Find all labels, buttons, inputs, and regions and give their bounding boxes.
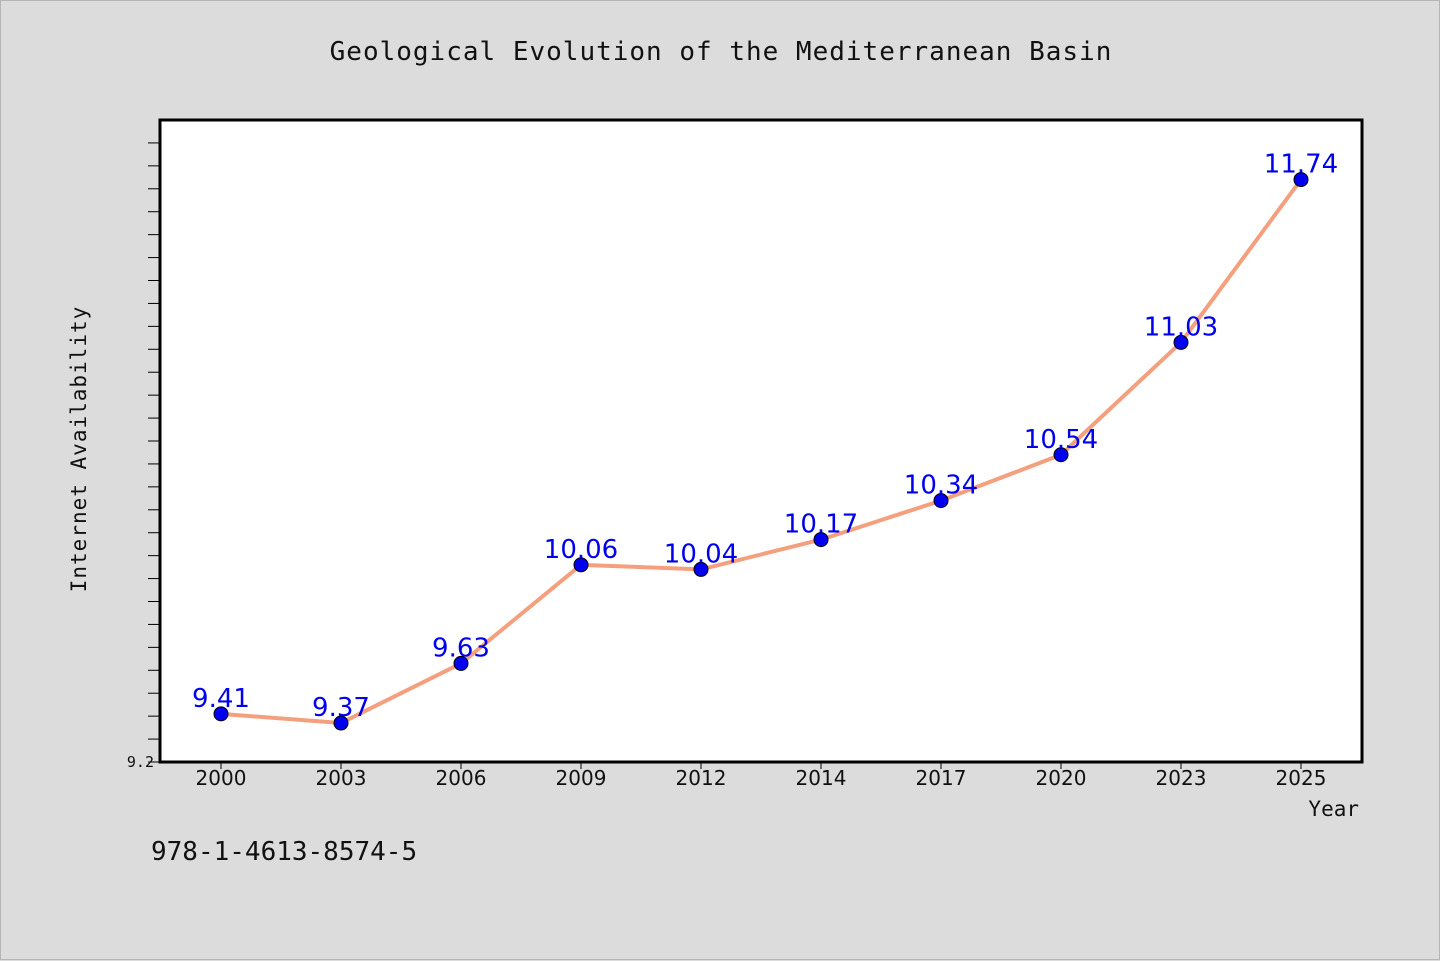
data-label: 10.54 xyxy=(1024,425,1098,455)
data-label: 9.41 xyxy=(192,684,250,714)
data-point xyxy=(1173,334,1189,350)
x-tick-label: 2000 xyxy=(196,766,247,790)
x-tick-label: 2014 xyxy=(796,766,847,790)
x-tick-label: 2003 xyxy=(316,766,367,790)
data-label: 10.34 xyxy=(904,471,978,501)
x-axis-ticks xyxy=(220,762,1302,769)
data-point xyxy=(1293,172,1309,188)
data-point xyxy=(213,706,229,722)
x-axis-tick-labels: 2000 2003 2006 2009 2012 2014 2017 2020 2023 2025 xyxy=(196,766,1327,790)
data-label: 11.03 xyxy=(1144,312,1218,342)
data-point xyxy=(693,561,709,577)
x-tick-label: 2020 xyxy=(1036,766,1087,790)
data-label: 10.06 xyxy=(544,535,618,565)
x-tick-label: 2009 xyxy=(556,766,607,790)
series-layer: 9.41 9.37 9.63 10.06 10.04 10.17 10.34 10.54 11.… xyxy=(192,150,1338,731)
data-label: 9.63 xyxy=(432,633,490,663)
x-tick-label: 2025 xyxy=(1276,766,1327,790)
data-label: 10.17 xyxy=(784,510,858,540)
chart-title: Geological Evolution of the Mediterranea… xyxy=(329,37,1113,67)
x-tick-label: 2006 xyxy=(436,766,487,790)
series-line xyxy=(219,177,1303,726)
data-point xyxy=(573,557,589,573)
data-label: 9.37 xyxy=(312,693,370,723)
data-point xyxy=(333,715,349,731)
y-tick-label: 9.2 xyxy=(127,753,154,771)
x-tick-label: 2012 xyxy=(676,766,727,790)
y-axis-ticks xyxy=(148,142,160,763)
data-point xyxy=(1053,447,1069,463)
data-label: 10.04 xyxy=(664,539,738,569)
plot-area xyxy=(158,118,1364,764)
x-axis-label: Year xyxy=(1308,797,1359,821)
isbn-text: 978-1-4613-8574-5 xyxy=(151,837,418,867)
data-point xyxy=(933,493,949,509)
x-tick-label: 2023 xyxy=(1156,766,1207,790)
data-point xyxy=(453,655,469,671)
x-tick-label: 2017 xyxy=(916,766,967,790)
y-axis-tick-labels: 9.2 xyxy=(127,753,154,771)
data-label: 11.74 xyxy=(1264,150,1338,180)
data-point xyxy=(813,532,829,548)
